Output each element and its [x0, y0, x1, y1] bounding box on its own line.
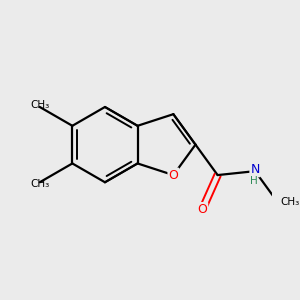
Text: CH₃: CH₃: [280, 196, 299, 207]
Text: H: H: [250, 176, 258, 186]
Text: CH₃: CH₃: [30, 179, 50, 189]
Text: N: N: [250, 163, 260, 176]
Text: CH₃: CH₃: [30, 100, 50, 110]
Text: O: O: [197, 203, 207, 216]
Text: O: O: [168, 169, 178, 182]
